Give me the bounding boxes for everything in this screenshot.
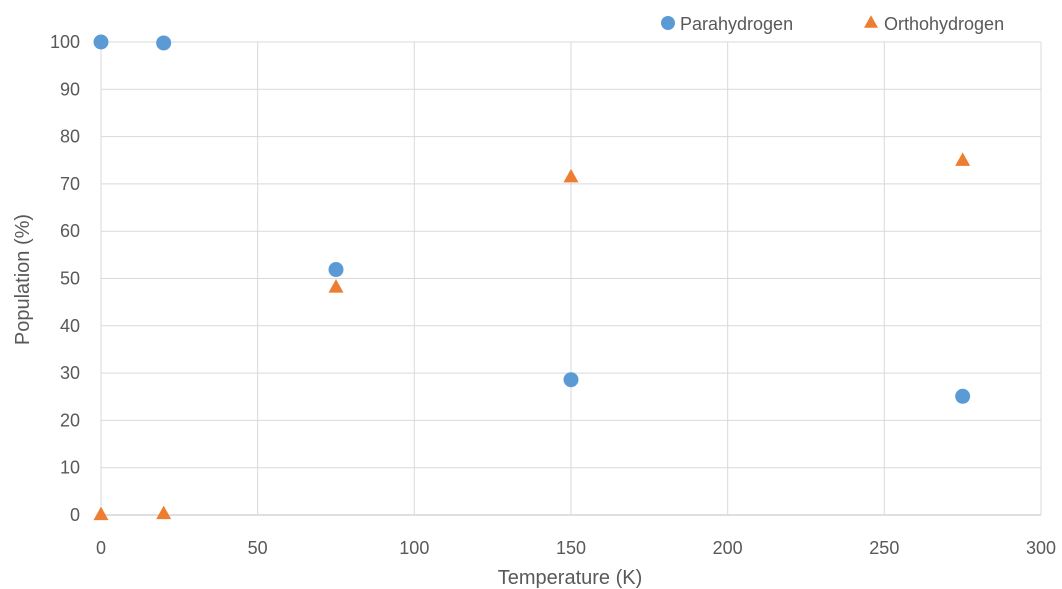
data-points — [93, 34, 971, 521]
data-point-triangle — [955, 152, 971, 166]
x-tick-labels: 0 50 100 150 200 250 300 — [96, 538, 1056, 558]
legend: Parahydrogen Orthohydrogen — [661, 14, 1004, 34]
gridlines — [100, 41, 1042, 516]
y-axis-title: Population (%) — [12, 214, 34, 345]
y-tick-label: 100 — [50, 32, 80, 52]
x-tick-label: 50 — [248, 538, 268, 558]
x-tick-label: 0 — [96, 538, 106, 558]
legend-marker-circle — [661, 16, 675, 30]
data-point-triangle — [328, 279, 344, 293]
data-point-triangle — [93, 506, 109, 521]
x-tick-label: 150 — [556, 538, 586, 558]
x-tick-label: 200 — [713, 538, 743, 558]
y-tick-label: 40 — [60, 316, 80, 336]
legend-label: Orthohydrogen — [884, 14, 1004, 34]
data-point-circle — [563, 372, 579, 388]
y-tick-label: 50 — [60, 269, 80, 289]
y-tick-label: 0 — [70, 505, 80, 525]
data-point-triangle — [563, 168, 579, 183]
x-tick-label: 300 — [1026, 538, 1056, 558]
x-axis-title: Temperature (K) — [498, 567, 643, 589]
y-tick-label: 70 — [60, 174, 80, 194]
data-point-circle — [93, 34, 109, 50]
legend-marker-triangle — [864, 15, 878, 28]
data-point-triangle — [156, 505, 172, 520]
y-tick-label: 30 — [60, 363, 80, 383]
x-tick-label: 250 — [869, 538, 899, 558]
y-tick-label: 10 — [60, 458, 80, 478]
data-point-circle — [328, 262, 344, 278]
y-tick-label: 20 — [60, 410, 80, 430]
y-tick-label: 90 — [60, 79, 80, 99]
legend-label: Parahydrogen — [680, 14, 793, 34]
y-tick-labels: 0 10 20 30 40 50 60 70 80 90 100 — [50, 32, 80, 525]
y-tick-label: 60 — [60, 221, 80, 241]
data-point-circle — [156, 35, 172, 51]
y-tick-label: 80 — [60, 127, 80, 147]
data-point-circle — [955, 388, 971, 404]
x-tick-label: 100 — [399, 538, 429, 558]
